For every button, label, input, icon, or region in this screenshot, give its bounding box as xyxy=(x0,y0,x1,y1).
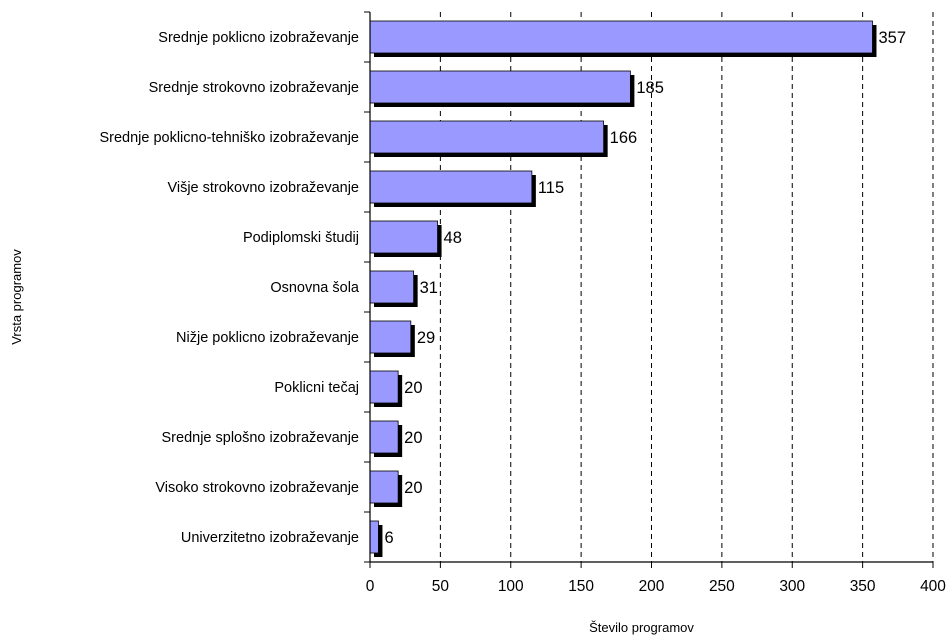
data-label: 357 xyxy=(878,29,906,47)
bars-group xyxy=(369,20,877,557)
x-tick-label: 350 xyxy=(850,578,876,595)
bar xyxy=(369,420,399,454)
data-label: 166 xyxy=(610,129,638,147)
data-label: 115 xyxy=(538,179,564,197)
category-label: Visoko strokovno izobraževanje xyxy=(155,480,359,496)
x-tick-label: 150 xyxy=(568,578,594,595)
bar xyxy=(369,20,873,54)
axes xyxy=(364,11,934,568)
y-axis-title: Vrsta programov xyxy=(9,249,24,345)
data-label: 20 xyxy=(404,479,422,497)
x-axis-title: Število programov xyxy=(589,620,694,635)
category-label: Srednje strokovno izobraževanje xyxy=(149,80,359,96)
x-tick-label: 200 xyxy=(639,578,665,595)
bar xyxy=(369,470,399,504)
category-label: Srednje poklicno-tehniško izobraževanje xyxy=(99,130,359,146)
x-tick-label: 0 xyxy=(366,578,375,595)
category-label: Podiplomski študij xyxy=(243,230,359,246)
x-tick-label: 400 xyxy=(920,578,946,595)
data-label: 48 xyxy=(444,229,462,247)
x-tick-label: 100 xyxy=(498,578,524,595)
bar xyxy=(369,120,605,154)
data-label: 31 xyxy=(420,279,438,297)
bar xyxy=(369,220,438,254)
category-label: Univerzitetno izobraževanje xyxy=(181,530,359,546)
bar xyxy=(369,70,631,104)
bar xyxy=(369,520,379,554)
bar xyxy=(369,320,412,354)
labels-group: Srednje poklicno izobraževanje 357 Srednje… xyxy=(99,29,946,595)
x-tick-label: 250 xyxy=(709,578,735,595)
x-tick-label: 300 xyxy=(779,578,805,595)
bar xyxy=(369,370,399,404)
bar xyxy=(369,270,415,304)
category-label: Poklicni tečaj xyxy=(274,380,359,396)
data-label: 185 xyxy=(636,79,664,97)
bar xyxy=(369,170,533,204)
data-label: 29 xyxy=(417,329,435,347)
data-label: 20 xyxy=(404,379,422,397)
category-label: Srednje splošno izobraževanje xyxy=(162,430,360,446)
category-label: Višje strokovno izobraževanje xyxy=(167,180,359,196)
category-label: Nižje poklicno izobraževanje xyxy=(176,330,359,346)
x-tick-label: 50 xyxy=(432,578,450,595)
category-label: Osnovna šola xyxy=(270,280,360,296)
data-label: 20 xyxy=(404,429,422,447)
category-label: Srednje poklicno izobraževanje xyxy=(158,30,359,46)
data-label: 6 xyxy=(384,529,393,547)
